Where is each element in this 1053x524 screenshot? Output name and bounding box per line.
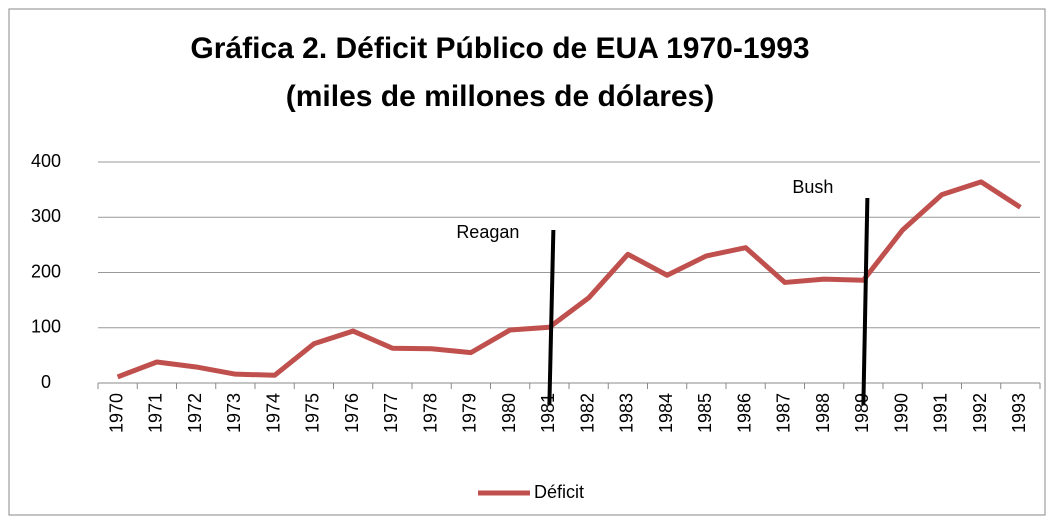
x-tick-label: 1985 <box>695 393 715 433</box>
x-tick-label: 1984 <box>656 393 676 433</box>
annotation-text: Bush <box>792 177 833 197</box>
y-tick-label: 0 <box>41 372 51 392</box>
x-tick-label: 1974 <box>263 393 283 433</box>
x-tick-label: 1980 <box>499 393 519 433</box>
x-tick-label: 1977 <box>381 393 401 433</box>
y-tick-label: 200 <box>31 261 61 281</box>
x-tick-label: 1987 <box>774 393 794 433</box>
annotation-line <box>547 229 556 406</box>
x-tick-label: 1970 <box>106 393 126 433</box>
x-tick-label: 1992 <box>970 393 990 433</box>
chart-frame <box>8 8 1046 516</box>
x-tick-label: 1990 <box>891 393 911 433</box>
data-line <box>116 179 1022 380</box>
x-tick-label: 1981 <box>538 393 558 433</box>
x-tick-label: 1988 <box>813 393 833 433</box>
x-tick-label: 1976 <box>342 393 362 433</box>
x-tick-label: 1979 <box>460 393 480 433</box>
y-tick-label: 300 <box>31 206 61 226</box>
x-tick-label: 1971 <box>146 393 166 433</box>
x-tick-label: 1983 <box>617 393 637 433</box>
x-tick-label: 1972 <box>185 393 205 433</box>
x-tick-label: 1973 <box>224 393 244 433</box>
annotation-text: Reagan <box>456 222 519 242</box>
legend-label: Déficit <box>534 482 584 502</box>
annotation-line <box>861 197 870 406</box>
chart-title: Gráfica 2. Déficit Público de EUA 1970-1… <box>190 32 809 65</box>
y-tick-label: 100 <box>31 317 61 337</box>
chart-subtitle: (miles de millones de dólares) <box>286 80 714 113</box>
x-tick-label: 1989 <box>852 393 872 433</box>
x-tick-label: 1978 <box>420 393 440 433</box>
x-tick-label: 1993 <box>1009 393 1029 433</box>
x-tick-label: 1982 <box>577 393 597 433</box>
x-tick-label: 1986 <box>734 393 754 433</box>
x-tick-label: 1991 <box>931 393 951 433</box>
x-tick-label: 1975 <box>303 393 323 433</box>
y-tick-label: 400 <box>31 151 61 171</box>
